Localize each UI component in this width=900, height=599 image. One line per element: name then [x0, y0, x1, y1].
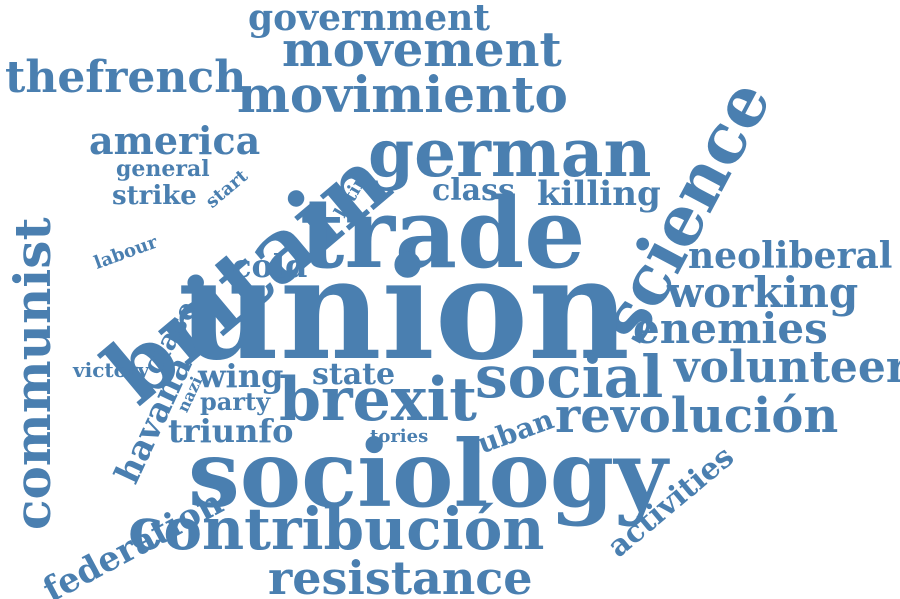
- word-wing: wing: [198, 357, 284, 395]
- word-sociology: sociology: [188, 420, 668, 528]
- word-killing: killing: [537, 174, 661, 214]
- word-enemies: enemies: [633, 304, 828, 353]
- word-brexit: brexit: [279, 365, 478, 435]
- word-start: start: [201, 165, 252, 213]
- word-general: general: [116, 156, 210, 182]
- word-resistance: resistance: [268, 551, 533, 599]
- word-cold: cold: [232, 247, 308, 285]
- word-party: party: [200, 387, 271, 416]
- word-class: class: [432, 173, 515, 208]
- word-german: german: [368, 114, 652, 192]
- word-state: state: [312, 357, 396, 392]
- word-social: social: [475, 343, 664, 411]
- word-neoliberal: neoliberal: [688, 235, 893, 277]
- word-movement: movement: [282, 22, 562, 78]
- word-contribucion: contribución: [128, 495, 545, 563]
- word-movimiento: movimiento: [237, 65, 568, 124]
- word-government: government: [248, 0, 490, 39]
- word-triunfo: triunfo: [168, 412, 294, 450]
- word-strike: strike: [112, 181, 197, 211]
- word-union: union: [178, 228, 630, 392]
- word-thefrench: thefrench: [5, 52, 247, 103]
- word-volunteer: volunteer: [674, 342, 900, 393]
- word-victory: victory: [73, 358, 150, 382]
- word-tories: tories: [370, 426, 429, 447]
- word-working: working: [667, 268, 859, 317]
- word-revolucion: revolución: [555, 388, 839, 444]
- word-labour: labour: [91, 231, 161, 274]
- word-america: america: [89, 118, 261, 163]
- word-communist: communist: [3, 217, 62, 530]
- word-trade: trade: [300, 177, 586, 290]
